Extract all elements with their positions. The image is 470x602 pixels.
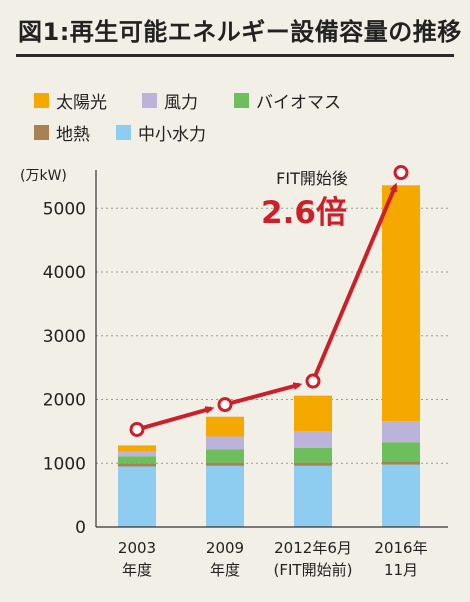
- legend-label-hydro: 中小水力: [138, 125, 206, 145]
- legend-item-hydro: 中小水力: [116, 120, 206, 145]
- legend-swatch-geothermal: [34, 125, 49, 140]
- bar-segment-3-3: [382, 421, 420, 443]
- x-tick-label-0-line2: 年度: [122, 561, 152, 579]
- legend-swatch-hydro: [116, 125, 131, 140]
- legend-item-geothermal: 地熱: [34, 120, 90, 145]
- legend-item-wind: 風力: [142, 88, 198, 113]
- bar-segment-0-1: [118, 463, 156, 467]
- legend-label-geothermal: 地熱: [56, 125, 90, 145]
- bar-segment-1-2: [206, 449, 244, 463]
- trend-point-2: [305, 373, 321, 389]
- axis-layer: 0 1000 2000 3000 4000 5000 2003 年度 2009 年度 2012年6月…: [43, 170, 448, 579]
- trend-arrow-0: [136, 406, 215, 432]
- trend-layer: [129, 165, 409, 437]
- x-tick-label-3-line2: 11月: [384, 561, 418, 579]
- y-tick-label-5000: 5000: [43, 199, 86, 219]
- x-tick-label-3-line1: 2016年: [374, 539, 427, 557]
- bar-segment-3-2: [382, 442, 420, 462]
- annotation-label: FIT開始後: [276, 169, 348, 188]
- bar-segment-2-3: [294, 431, 332, 448]
- x-tick-label-1-line1: 2009: [206, 539, 244, 557]
- y-tick-label-2000: 2000: [43, 391, 86, 411]
- legend-label-wind: 風力: [164, 93, 198, 113]
- bar-segment-0-3: [118, 451, 156, 457]
- trend-point-1: [217, 397, 233, 413]
- title-underline: [16, 54, 454, 57]
- annotation-value: 2.6倍: [261, 195, 347, 231]
- trend-arrow-1: [224, 382, 303, 407]
- bar-segment-2-2: [294, 447, 332, 463]
- bar-segment-1-3: [206, 436, 244, 450]
- y-tick-label-1000: 1000: [43, 454, 86, 474]
- bar-segment-3-4: [382, 185, 420, 422]
- trend-arrow-2: [311, 182, 398, 382]
- legend-label-biomass: バイオマス: [256, 93, 341, 113]
- y-tick-label-4000: 4000: [43, 263, 86, 283]
- trend-point-3: [393, 165, 409, 181]
- bar-segment-1-1: [206, 462, 244, 466]
- legend-item-solar: 太陽光: [34, 88, 107, 113]
- x-tick-label-2-line2: (FIT開始前): [274, 561, 353, 579]
- legend-swatch-biomass: [234, 93, 249, 108]
- chart-title: 図1:再生可能エネルギー設備容量の推移: [18, 18, 462, 46]
- legend-swatch-wind: [142, 93, 157, 108]
- bar-segment-3-1: [382, 461, 420, 465]
- bar-segment-2-1: [294, 462, 332, 466]
- legend-label-solar: 太陽光: [56, 93, 107, 113]
- bar-segment-0-0: [118, 466, 156, 527]
- bar-segment-1-4: [206, 416, 244, 437]
- x-tick-label-2-line1: 2012年6月: [274, 539, 352, 557]
- trend-point-0: [129, 421, 145, 437]
- y-tick-label-3000: 3000: [43, 327, 86, 347]
- bar-segment-0-2: [118, 456, 156, 464]
- bar-layer: [118, 185, 420, 527]
- bar-segment-0-4: [118, 445, 156, 452]
- bar-segment-2-4: [294, 395, 332, 432]
- y-tick-label-0: 0: [75, 518, 86, 538]
- bar-segment-3-0: [382, 464, 420, 527]
- bar-segment-1-0: [206, 465, 244, 527]
- y-unit-label: (万kW): [20, 168, 67, 184]
- legend-item-biomass: バイオマス: [234, 88, 341, 113]
- x-tick-label-1-line2: 年度: [210, 561, 240, 579]
- bar-segment-2-0: [294, 465, 332, 527]
- x-tick-label-0-line1: 2003: [118, 539, 156, 557]
- grid-layer: [96, 207, 448, 464]
- legend-swatch-solar: [34, 93, 49, 108]
